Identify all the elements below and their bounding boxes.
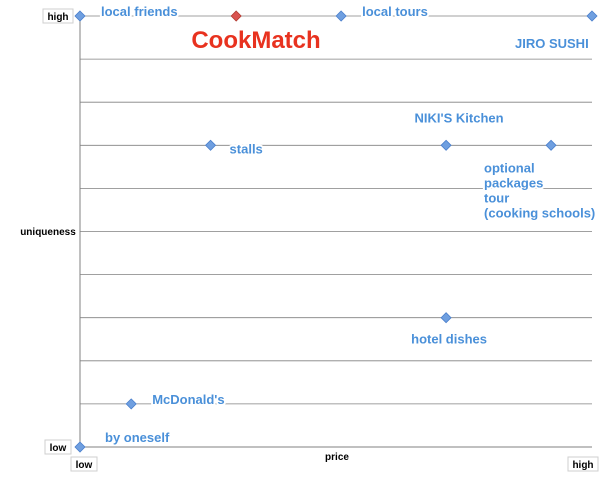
label-line: by oneself xyxy=(105,430,170,445)
y-tick-low: low xyxy=(50,443,67,454)
x-tick-low: low xyxy=(76,460,93,471)
point-hotel-dishes xyxy=(440,312,452,324)
label-line: NIKI'S Kitchen xyxy=(415,110,504,125)
label-line: local friends xyxy=(101,4,178,19)
y-axis-title: uniqueness xyxy=(20,227,76,238)
label-local-tours: local tours xyxy=(362,4,428,19)
label-mcdonalds: McDonald's xyxy=(152,392,224,407)
chart-grid xyxy=(80,15,592,405)
brand-title: CookMatch xyxy=(191,27,320,54)
point-local-friends xyxy=(74,10,86,22)
label-hotel-dishes: hotel dishes xyxy=(411,332,487,347)
label-line: (cooking schools) xyxy=(484,205,595,220)
point-stalls xyxy=(204,139,217,151)
label-jiro-sushi: JIRO SUSHI xyxy=(515,36,589,51)
label-line: optional xyxy=(484,160,535,175)
point-by-oneself xyxy=(74,441,86,453)
y-tick-low-box xyxy=(44,439,72,455)
point-optional-packages xyxy=(545,139,557,151)
label-line: stalls xyxy=(230,141,263,156)
label-nikis-kitchen: NIKI'S Kitchen xyxy=(415,110,504,125)
x-tick-low-box xyxy=(70,456,98,472)
label-line: hotel dishes xyxy=(411,332,487,347)
x-tick-high: high xyxy=(572,460,593,471)
label-line: tour xyxy=(484,190,509,205)
data-points xyxy=(74,10,598,453)
label-by-oneself: by oneself xyxy=(105,430,170,445)
label-line: local tours xyxy=(362,4,428,19)
x-tick-high-box xyxy=(567,456,599,472)
point-mcdonalds xyxy=(125,398,137,410)
y-tick-high: high xyxy=(47,12,68,23)
label-local-friends: local friends xyxy=(101,4,178,19)
point-local-tours xyxy=(335,10,347,22)
data-labels: local friends local tours JIRO SUSHI stalls… xyxy=(99,2,597,447)
point-nikis-kitchen xyxy=(440,139,452,151)
point-cookmatch xyxy=(230,10,242,22)
label-line: McDonald's xyxy=(152,392,224,407)
label-line: JIRO SUSHI xyxy=(515,36,589,51)
label-stalls: stalls xyxy=(230,141,263,156)
label-line: packages xyxy=(484,175,543,190)
x-axis-title: price xyxy=(325,452,349,463)
point-jiro-sushi xyxy=(586,10,598,22)
chart-axes xyxy=(79,16,592,448)
label-optional-packages: optional packages tour (cooking schools) xyxy=(484,160,595,220)
y-tick-high-box xyxy=(42,8,74,24)
